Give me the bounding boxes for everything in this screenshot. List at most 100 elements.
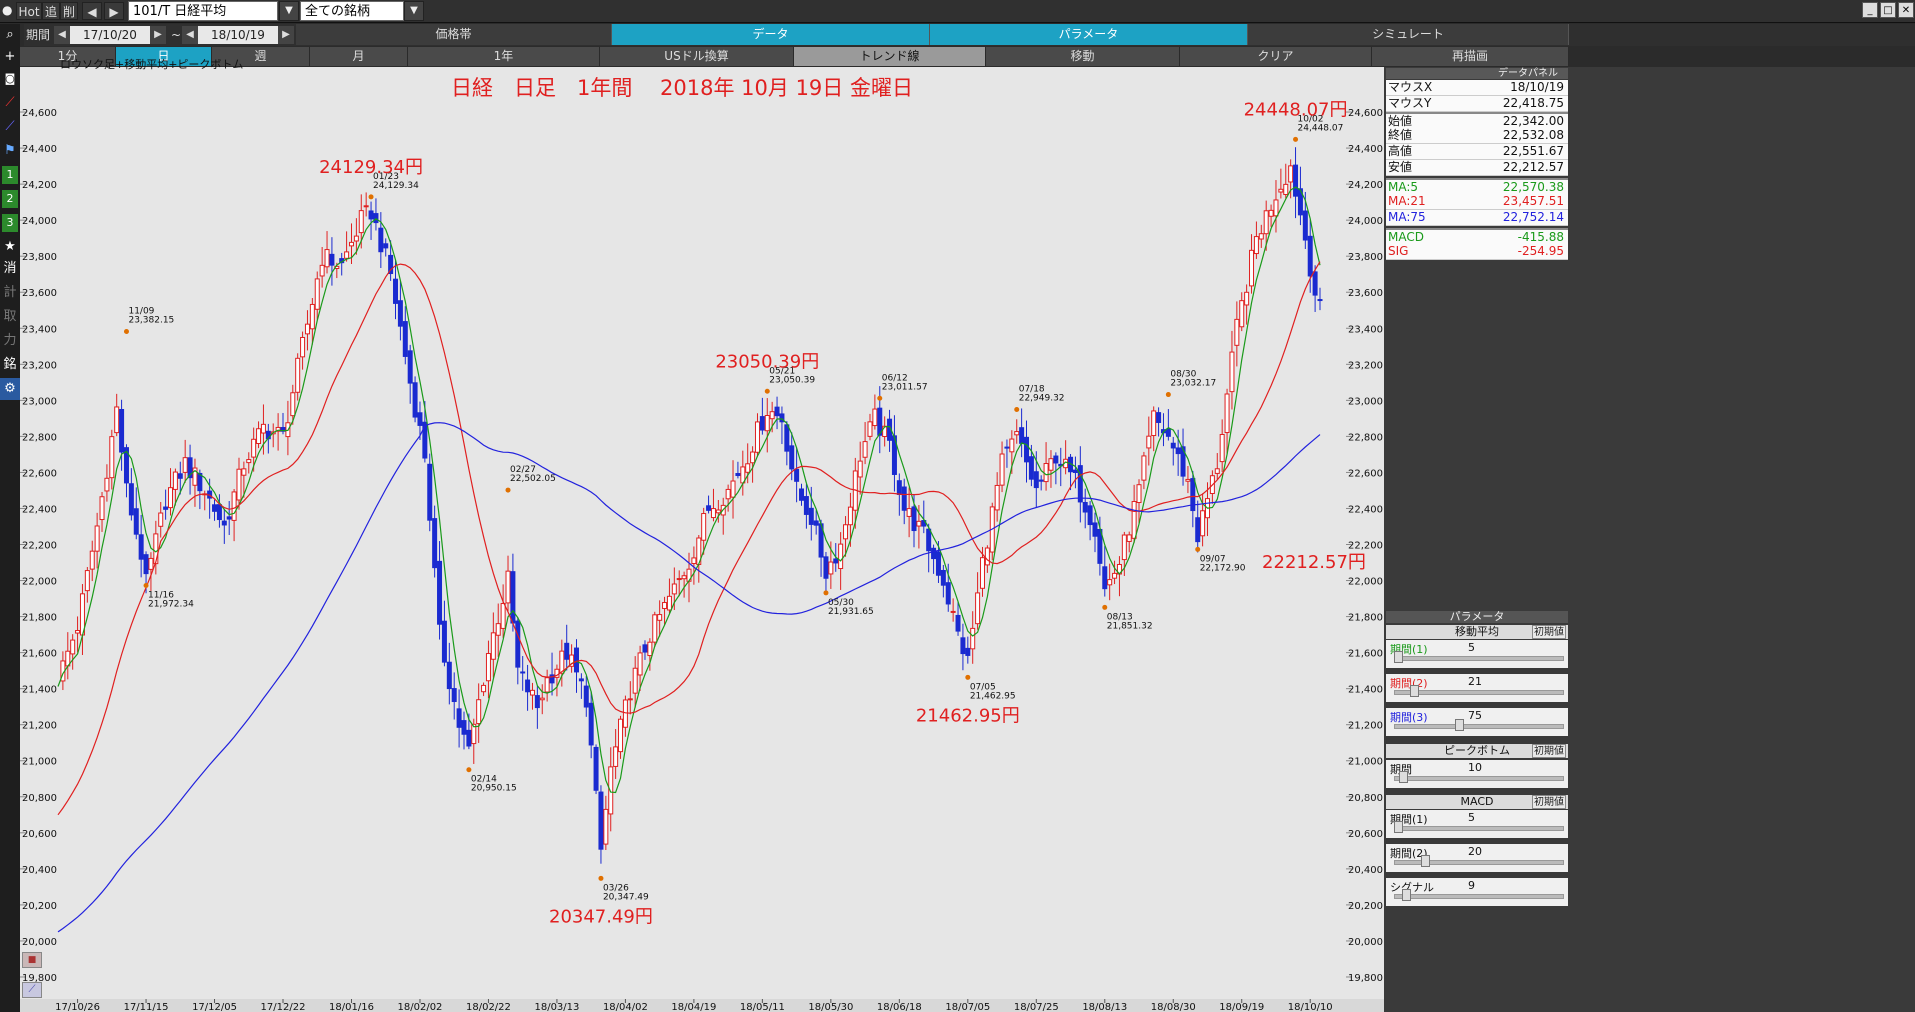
candle-down[interactable] bbox=[1195, 517, 1201, 543]
param-slider-track[interactable] bbox=[1394, 826, 1564, 831]
candle-up[interactable] bbox=[994, 484, 1000, 511]
candle-up[interactable] bbox=[984, 547, 990, 566]
candle-up[interactable] bbox=[637, 652, 643, 676]
candle-down[interactable] bbox=[803, 496, 809, 515]
candle-down[interactable] bbox=[784, 424, 790, 452]
candle-up[interactable] bbox=[344, 251, 350, 259]
candle-down[interactable] bbox=[197, 472, 203, 492]
candle-down[interactable] bbox=[373, 213, 379, 224]
compare-chart-icon[interactable]: ⟋ bbox=[5, 119, 15, 134]
candle-down[interactable] bbox=[965, 647, 971, 656]
candle-up[interactable] bbox=[1141, 455, 1147, 481]
candle-down[interactable] bbox=[1028, 456, 1034, 480]
candle-up[interactable] bbox=[1253, 236, 1259, 255]
candle-down[interactable] bbox=[935, 551, 941, 576]
candlestick-chart[interactable]: 19,800 19,800 20,000 20,000 20,200 20,200 20,4… bbox=[20, 67, 1384, 1012]
candle-up[interactable] bbox=[847, 506, 853, 526]
candle-down[interactable] bbox=[520, 671, 526, 674]
candle-down[interactable] bbox=[226, 516, 232, 520]
candle-up[interactable] bbox=[671, 583, 677, 595]
candle-up[interactable] bbox=[251, 438, 257, 458]
candle-up[interactable] bbox=[300, 336, 306, 358]
candle-up[interactable] bbox=[867, 421, 873, 437]
candle-up[interactable] bbox=[75, 630, 81, 634]
candle-down[interactable] bbox=[412, 382, 418, 418]
candle-down[interactable] bbox=[1019, 427, 1025, 444]
forward-arrow-icon[interactable]: ▶ bbox=[104, 2, 124, 20]
param-value-field[interactable]: 20 bbox=[1468, 845, 1482, 858]
candle-up[interactable] bbox=[246, 459, 252, 464]
candle-up[interactable] bbox=[94, 525, 100, 552]
param-value-field[interactable]: 75 bbox=[1468, 709, 1482, 722]
candle-down[interactable] bbox=[446, 661, 452, 690]
candle-up[interactable] bbox=[114, 406, 120, 434]
candle-up[interactable] bbox=[481, 684, 487, 693]
candle-up[interactable] bbox=[70, 639, 76, 655]
candle-down[interactable] bbox=[759, 416, 765, 431]
candle-up[interactable] bbox=[627, 698, 633, 701]
stock-button[interactable]: 銘 bbox=[3, 357, 17, 372]
candle-up[interactable] bbox=[148, 557, 154, 570]
maximize-icon[interactable]: □ bbox=[1880, 2, 1896, 18]
candle-up[interactable] bbox=[295, 357, 301, 393]
candle-up[interactable] bbox=[1278, 188, 1284, 193]
candle-up[interactable] bbox=[1239, 300, 1245, 328]
candle-up[interactable] bbox=[304, 323, 310, 335]
candle-up[interactable] bbox=[1263, 210, 1269, 235]
candle-down[interactable] bbox=[427, 463, 433, 521]
candle-down[interactable] bbox=[525, 679, 531, 693]
candle-up[interactable] bbox=[490, 632, 496, 660]
candle-up[interactable] bbox=[109, 436, 115, 479]
candle-down[interactable] bbox=[578, 678, 584, 682]
candle-down[interactable] bbox=[583, 685, 589, 708]
candle-down[interactable] bbox=[1156, 412, 1162, 423]
candle-down[interactable] bbox=[1033, 471, 1039, 489]
candle-down[interactable] bbox=[789, 445, 795, 470]
candle-up[interactable] bbox=[647, 641, 653, 657]
candle-up[interactable] bbox=[632, 667, 638, 694]
candle-up[interactable] bbox=[505, 570, 511, 604]
candle-up[interactable] bbox=[906, 508, 912, 517]
candle-down[interactable] bbox=[799, 488, 805, 501]
candle-down[interactable] bbox=[417, 412, 423, 426]
candle-down[interactable] bbox=[221, 520, 227, 526]
candle-up[interactable] bbox=[476, 699, 482, 725]
candle-up[interactable] bbox=[1258, 233, 1264, 240]
tab-redraw[interactable]: 再描画 bbox=[1372, 47, 1569, 66]
candle-up[interactable] bbox=[1185, 478, 1191, 482]
candle-up[interactable] bbox=[862, 441, 868, 458]
line-chart-icon[interactable]: ⟋ bbox=[5, 95, 15, 110]
candle-up[interactable] bbox=[1244, 291, 1250, 306]
candle-up[interactable] bbox=[857, 460, 863, 478]
candle-down[interactable] bbox=[123, 447, 129, 484]
candle-up[interactable] bbox=[348, 241, 354, 247]
candle-up[interactable] bbox=[471, 723, 477, 745]
param-slider-track[interactable] bbox=[1394, 724, 1564, 729]
candle-up[interactable] bbox=[1126, 534, 1132, 542]
candle-up[interactable] bbox=[1107, 579, 1113, 586]
candle-up[interactable] bbox=[603, 808, 609, 845]
candle-down[interactable] bbox=[456, 708, 462, 728]
candle-down[interactable] bbox=[1180, 446, 1186, 477]
camera-icon[interactable]: ◙ bbox=[4, 72, 16, 85]
candle-down[interactable] bbox=[216, 504, 222, 521]
candle-up[interactable] bbox=[104, 477, 110, 492]
candle-down[interactable] bbox=[1190, 478, 1196, 512]
candle-down[interactable] bbox=[823, 556, 829, 579]
candle-up[interactable] bbox=[314, 278, 320, 310]
date-from-field[interactable]: 17/10/20 bbox=[70, 26, 150, 44]
candle-down[interactable] bbox=[378, 227, 384, 253]
candle-up[interactable] bbox=[999, 453, 1005, 486]
candle-up[interactable] bbox=[657, 614, 663, 621]
calendar-icon[interactable]: ■ bbox=[22, 952, 42, 968]
erase-button[interactable]: 消 bbox=[3, 261, 17, 276]
from-prev-icon[interactable]: ◀ bbox=[54, 26, 70, 44]
candle-up[interactable] bbox=[168, 487, 174, 509]
candle-down[interactable] bbox=[534, 695, 540, 709]
candle-up[interactable] bbox=[290, 392, 296, 417]
add-button[interactable]: 追 bbox=[42, 2, 60, 20]
candle-down[interactable] bbox=[1297, 188, 1303, 216]
candle-up[interactable] bbox=[1200, 510, 1206, 537]
param-value-field[interactable]: 21 bbox=[1468, 675, 1482, 688]
candle-up[interactable] bbox=[485, 653, 491, 682]
